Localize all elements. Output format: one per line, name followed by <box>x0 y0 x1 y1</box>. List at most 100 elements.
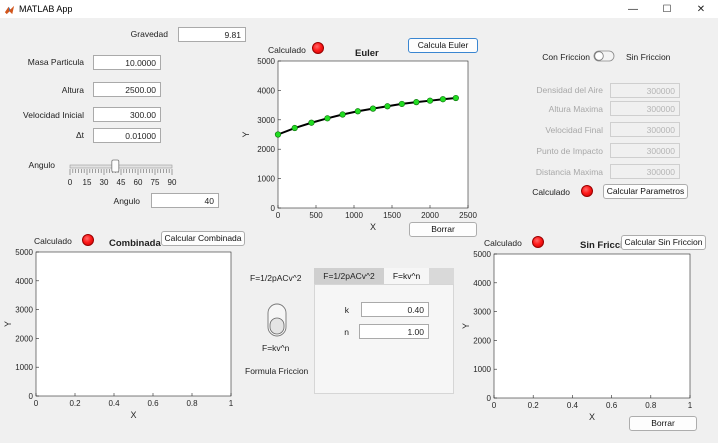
x-axis-label: X <box>130 410 136 420</box>
formula-tabgroup: F=1/2pACv^2 F=kv^n k 0.40 n 1.00 <box>314 268 454 394</box>
data-point <box>274 131 282 138</box>
plot-area <box>493 253 691 399</box>
sin-friccion-status-lamp <box>532 236 544 248</box>
sin-friccion-label: Sin Friccion <box>626 52 671 62</box>
euler-status-label: Calculado <box>268 45 306 55</box>
slider-tick-label: 75 <box>151 178 160 187</box>
x-tick-label: 0 <box>492 401 497 410</box>
x-tick-label: 0.2 <box>528 401 540 410</box>
x-tick-label: 1 <box>688 401 693 410</box>
tab-f-half-pacv2[interactable]: F=1/2pACv^2 <box>314 268 384 284</box>
x-tick-label: 1500 <box>383 211 401 220</box>
altura-field[interactable]: 2500.00 <box>93 82 161 97</box>
sin-friccion-borrar-button[interactable]: Borrar <box>629 416 697 431</box>
n-field[interactable]: 1.00 <box>359 324 429 339</box>
sin-friccion-title: Sin Friccion <box>580 240 635 251</box>
y-tick-label: 2000 <box>473 336 491 345</box>
x-tick-label: 1 <box>229 399 234 408</box>
data-point <box>339 111 346 118</box>
calcular-sin-friccion-button[interactable]: Calcular Sin Friccion <box>621 235 706 250</box>
y-tick-label: 0 <box>29 392 34 401</box>
switch-bottom-label: F=kv^n <box>262 343 290 353</box>
euler-title: Euler <box>355 48 379 59</box>
x-tick-label: 0.6 <box>147 399 159 408</box>
calcular-parametros-button[interactable]: Calcular Parametros <box>603 184 688 199</box>
euler-status-lamp <box>312 42 324 54</box>
gravedad-field[interactable]: 9.81 <box>178 27 246 42</box>
data-point <box>439 96 447 103</box>
distancia-maxima-label: Distancia Maxima <box>535 167 603 177</box>
formula-switch[interactable] <box>267 303 287 337</box>
x-tick-label: 2000 <box>421 211 439 220</box>
formula-caption: Formula Friccion <box>245 366 309 376</box>
distancia-maxima-field: 300000 <box>610 164 680 179</box>
x-tick-label: 0.8 <box>186 399 198 408</box>
euler-plot: 0 500 1000 1500 2000 2500 0 1000 2000 3000 4000 500… <box>241 57 477 232</box>
angle-slider[interactable]: 0 15 30 45 60 75 90 <box>62 157 182 189</box>
slider-tick-label: 30 <box>100 178 109 187</box>
y-tick-label: 1000 <box>15 363 33 372</box>
slider-tick-label: 90 <box>168 178 177 187</box>
y-tick-label: 5000 <box>257 57 275 66</box>
tab-panel: k 0.40 n 1.00 <box>314 284 454 394</box>
data-point <box>426 97 434 104</box>
y-tick-label: 3000 <box>257 116 275 125</box>
minimize-button[interactable]: — <box>628 3 638 15</box>
altura-maxima-label: Altura Maxima <box>548 104 603 114</box>
dt-field[interactable]: 0.01000 <box>93 128 161 143</box>
euler-borrar-button[interactable]: Borrar <box>409 222 477 237</box>
switch-top-label: F=1/2pACv^2 <box>250 273 302 283</box>
close-button[interactable]: ✕ <box>696 3 706 15</box>
y-axis-label: Y <box>461 323 471 329</box>
con-friccion-label: Con Friccion <box>542 52 590 62</box>
x-tick-label: 0 <box>34 399 39 408</box>
y-tick-label: 1000 <box>473 365 491 374</box>
x-tick-label: 1000 <box>345 211 363 220</box>
punto-impacto-label: Punto de Impacto <box>536 146 603 156</box>
data-point <box>324 115 331 122</box>
k-field[interactable]: 0.40 <box>361 302 429 317</box>
y-tick-label: 5000 <box>473 250 491 259</box>
y-tick-label: 4000 <box>257 86 275 95</box>
y-axis-label: Y <box>241 131 251 137</box>
angulo-slider-label: Angulo <box>28 160 55 170</box>
x-tick-label: 0.4 <box>108 399 120 408</box>
data-point <box>413 99 420 106</box>
velocidad-final-label: Velocidad Final <box>545 125 603 135</box>
combinada-status-lamp <box>82 234 94 246</box>
masa-label: Masa Particula <box>27 57 84 67</box>
y-axis-label: Y <box>3 321 13 327</box>
plot-area <box>35 251 232 397</box>
x-tick-label: 0.8 <box>645 401 657 410</box>
x-tick-label: 0.2 <box>69 399 81 408</box>
y-tick-label: 3000 <box>15 306 33 315</box>
x-tick-label: 0.6 <box>606 401 618 410</box>
tab-f-kvn[interactable]: F=kv^n <box>384 268 429 284</box>
calcular-combinada-button[interactable]: Calcular Combinada <box>161 231 245 246</box>
combinada-status-label: Calculado <box>34 236 72 246</box>
k-label: k <box>344 305 349 315</box>
y-tick-label: 2000 <box>15 334 33 343</box>
plot-area <box>277 60 469 209</box>
angulo-field[interactable]: 40 <box>151 193 219 208</box>
angulo-field-label: Angulo <box>113 196 140 206</box>
densidad-field: 300000 <box>610 83 680 98</box>
window-title: MATLAB App <box>19 4 73 14</box>
data-point <box>398 100 405 108</box>
combinada-plot: 0 0.2 0.4 0.6 0.8 1 0 1000 2000 3000 4000 5000 X Y <box>3 248 234 420</box>
dt-label: Δt <box>75 130 84 140</box>
masa-field[interactable]: 10.0000 <box>93 55 161 70</box>
gravedad-label: Gravedad <box>130 29 168 39</box>
calcula-euler-button[interactable]: Calcula Euler <box>408 38 478 53</box>
combinada-title: Combinada <box>109 238 161 249</box>
slider-thumb[interactable] <box>111 159 120 173</box>
matlab-logo-icon <box>4 5 15 14</box>
x-tick-label: 500 <box>309 211 323 220</box>
velocidad-field[interactable]: 300.00 <box>93 107 161 122</box>
data-point <box>308 119 315 126</box>
friccion-toggle[interactable] <box>593 50 615 62</box>
y-tick-label: 3000 <box>473 308 491 317</box>
data-point <box>384 103 391 110</box>
maximize-button[interactable]: ☐ <box>662 3 672 15</box>
data-point <box>354 108 361 115</box>
